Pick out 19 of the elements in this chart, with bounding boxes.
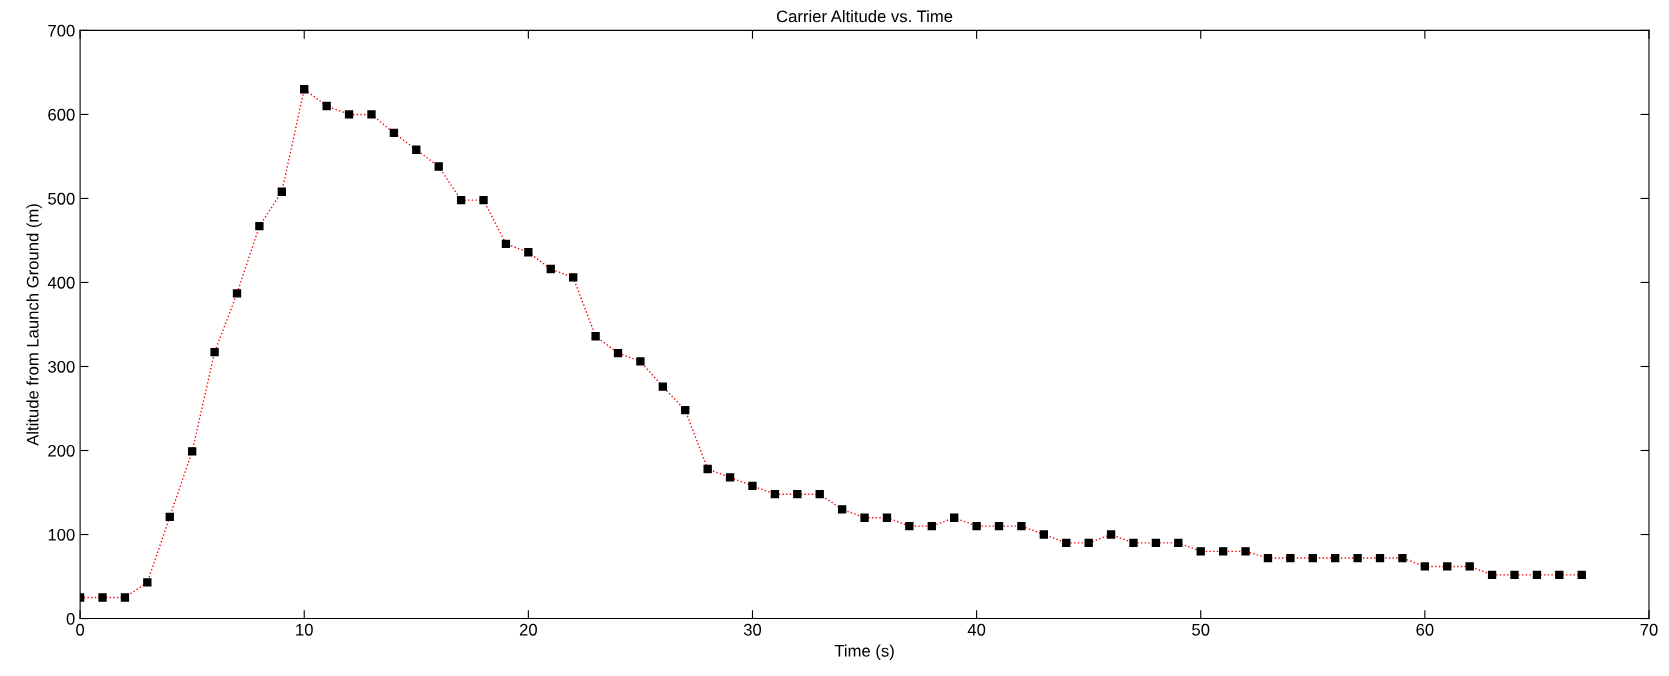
y-tick-label: 700 — [48, 24, 75, 37]
x-tick-label: 50 — [1192, 623, 1210, 636]
y-tick-label: 500 — [48, 192, 75, 205]
y-tick-label: 0 — [66, 612, 75, 625]
x-tick-label: 60 — [1416, 623, 1434, 636]
x-tick-label: 70 — [1640, 623, 1658, 636]
x-tick-label: 40 — [967, 623, 986, 636]
x-tick-label: 20 — [519, 623, 537, 636]
x-axis-title: Time (s) — [834, 644, 894, 661]
x-tick-label: 10 — [296, 623, 313, 636]
y-tick-label: 200 — [48, 444, 75, 457]
chart-title: Carrier Altitude vs. Time — [776, 10, 953, 23]
y-tick-label: 100 — [48, 528, 75, 541]
x-tick-label: 0 — [76, 623, 85, 636]
x-tick-label: 30 — [743, 623, 762, 636]
y-axis-title: Altitude from Launch Ground (m) — [26, 204, 42, 446]
y-tick-label: 400 — [47, 276, 75, 289]
y-tick-label: 300 — [48, 360, 75, 373]
y-tick-label: 600 — [48, 108, 75, 121]
